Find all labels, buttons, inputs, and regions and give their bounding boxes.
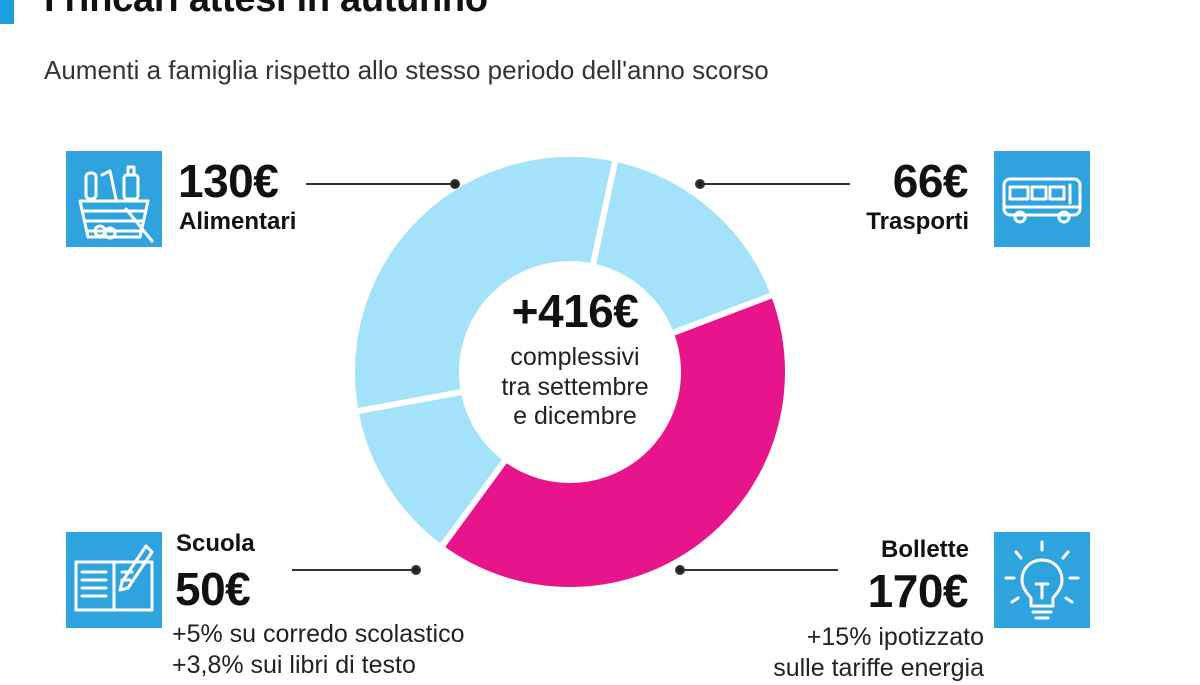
bollette-note-line: +15% ipotizzato bbox=[806, 623, 984, 651]
bus-icon bbox=[994, 151, 1090, 247]
total-caption-line: complessivi bbox=[510, 343, 640, 371]
scuola-label: Scuola bbox=[176, 530, 255, 557]
total-caption: complessivi tra settembre e dicembre bbox=[455, 343, 695, 432]
bollette-value: 170€ bbox=[867, 565, 969, 617]
total-value: +416€ bbox=[511, 285, 639, 337]
total-caption-line: tra settembre bbox=[501, 372, 649, 401]
book-pencil-icon bbox=[66, 532, 162, 628]
grocery-basket-icon bbox=[66, 151, 162, 247]
donut-hole bbox=[464, 266, 676, 478]
donut-slice-alimentari bbox=[349, 151, 619, 415]
leader-dot-alimentari bbox=[450, 179, 460, 189]
scuola-note-line: +3,8% sui libri di testo bbox=[172, 651, 416, 680]
scuola-value: 50€ bbox=[175, 563, 251, 615]
bollette-notes: +15% ipotizzato sulle tariffe energia bbox=[773, 622, 984, 685]
leader-dot-trasporti bbox=[695, 179, 705, 189]
scuola-note-line: +5% su corredo scolastico bbox=[172, 620, 465, 648]
donut-slice-trasporti bbox=[589, 155, 777, 337]
total-caption-line: e dicembre bbox=[513, 402, 637, 430]
lightbulb-icon bbox=[994, 532, 1090, 628]
bollette-label: Bollette bbox=[880, 536, 969, 563]
leader-dot-scuola bbox=[411, 565, 421, 575]
title-accent-bar bbox=[0, 0, 14, 24]
leader-dot-bollette bbox=[675, 565, 685, 575]
donut-slice-bollette bbox=[437, 291, 791, 593]
alimentari-label: Alimentari bbox=[179, 208, 297, 235]
alimentari-value: 130€ bbox=[178, 155, 279, 207]
chart-subtitle: Aumenti a famiglia rispetto allo stesso … bbox=[44, 55, 769, 85]
scuola-notes: +5% su corredo scolastico +3,8% sui libr… bbox=[172, 619, 465, 682]
chart-title: I rincari attesi in autunno bbox=[44, 0, 488, 21]
trasporti-label: Trasporti bbox=[866, 208, 969, 235]
trasporti-value: 66€ bbox=[892, 155, 969, 207]
bollette-note-line: sulle tariffe energia bbox=[773, 654, 984, 683]
